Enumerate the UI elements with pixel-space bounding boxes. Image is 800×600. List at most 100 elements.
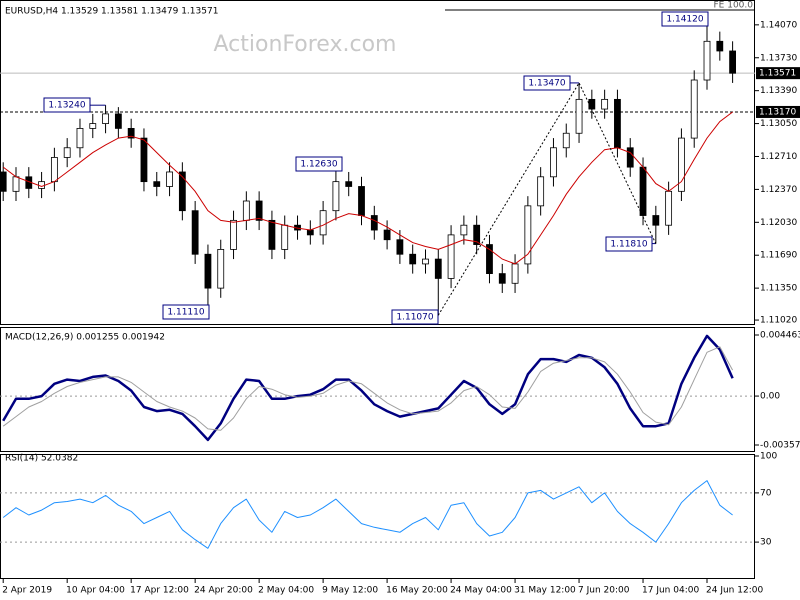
x-tick-label: 7 Jun 20:00 (578, 586, 630, 596)
candle-body (281, 224, 289, 250)
y-tick-label: 70 (760, 488, 772, 498)
candle-body (626, 147, 634, 168)
annotation-box (605, 236, 653, 252)
y-tick-label: 1.12710 (760, 152, 797, 162)
candle-body (38, 181, 45, 189)
x-tick-label: 24 May 04:00 (450, 586, 512, 596)
annotation-label: 1.13470 (528, 79, 565, 89)
candle-body (562, 132, 570, 149)
annotation-box (661, 11, 709, 27)
y-tick-label: 0.004463 (760, 331, 800, 341)
x-tick-label: 10 Apr 04:00 (66, 586, 125, 596)
candle-body (601, 98, 609, 110)
fe-label: FE 100.0 (714, 1, 754, 11)
series-line (2, 334, 734, 442)
annotation-label: 1.11070 (396, 313, 433, 323)
candle-body (358, 186, 365, 216)
y-tick-label: 1.13730 (760, 53, 797, 63)
candle-body (191, 210, 199, 255)
candle-body (614, 98, 621, 149)
annotation-label: 1.12630 (300, 160, 337, 170)
candle-body (50, 157, 58, 183)
candle-body (447, 234, 455, 279)
candle-body (716, 40, 724, 52)
candle-body (665, 190, 673, 226)
candle-body (550, 147, 557, 178)
x-tick-label: 17 Jun 04:00 (642, 586, 699, 596)
panel-title: RSI(14) 52.0382 (5, 454, 78, 464)
candle-body (178, 171, 186, 212)
x-tick-label: 9 May 12:00 (322, 586, 378, 596)
candle-body (76, 128, 84, 149)
series-line (2, 346, 734, 431)
candle-body (678, 137, 685, 192)
candle-body (511, 263, 519, 284)
candle-body (588, 98, 596, 110)
y-tick-label: 1.11020 (760, 316, 797, 326)
candle-body (89, 123, 97, 129)
candle-body (486, 244, 493, 275)
x-tick-label: 24 Jun 12:00 (706, 586, 763, 596)
annotation-box (523, 75, 571, 91)
y-tick-label: 0.00 (760, 392, 780, 402)
candle-body (434, 258, 442, 279)
y-tick-label: 1.11690 (760, 251, 797, 261)
candle-body (690, 79, 698, 139)
x-tick-label: 16 May 20:00 (386, 586, 448, 596)
candle-body (102, 113, 109, 124)
annotation-box (295, 156, 343, 172)
candle-body (166, 171, 173, 187)
y-tick-label: 30 (760, 538, 772, 548)
x-tick-label: 31 May 12:00 (514, 586, 576, 596)
annotation-box (162, 304, 210, 320)
annotation-label: 1.14120 (666, 15, 703, 25)
price-tag-label: 1.13571 (759, 69, 796, 79)
candle-body (703, 40, 711, 81)
y-tick-label: 1.12370 (760, 185, 797, 195)
series-line (2, 480, 733, 549)
watermark: ActionForex.com (214, 32, 397, 57)
candle-body (140, 137, 148, 183)
candle-body (12, 176, 20, 192)
x-tick-label: 17 Apr 12:00 (130, 586, 189, 596)
y-tick-label: 1.13050 (760, 119, 797, 129)
y-tick-label: 1.14070 (760, 20, 797, 30)
annotation-box (43, 97, 91, 113)
y-tick-label: 100 (760, 452, 777, 462)
candle-body (370, 215, 378, 231)
annotation-label: 1.11810 (610, 240, 647, 250)
candle-body (242, 200, 250, 221)
y-tick-label: -0.003576 (760, 441, 800, 451)
candle-body (473, 224, 481, 245)
price-tag (756, 105, 800, 118)
y-tick-label: 1.12030 (760, 218, 797, 228)
candle-body (524, 205, 532, 265)
header: EURUSD,H4 1.13529 1.13581 1.13479 1.1357… (5, 7, 218, 17)
candle-body (383, 229, 391, 241)
x-tick-label: 24 Apr 20:00 (194, 586, 253, 596)
candle-body (204, 253, 212, 289)
rsi-panel (0, 454, 755, 579)
candle-body (319, 210, 327, 236)
candle-body (498, 273, 506, 284)
candle-body (537, 176, 545, 207)
y-tick-label: 1.11350 (760, 284, 797, 294)
candle-body (729, 50, 737, 74)
candle-body (153, 181, 161, 187)
candle-body (345, 181, 353, 187)
price-panel (0, 0, 755, 325)
price-tag (756, 67, 800, 80)
annotation-box (391, 309, 439, 325)
candle-body (396, 239, 404, 255)
candle-body (63, 147, 71, 158)
panel-title: MACD(12,26,9) 0.001255 0.001942 (5, 333, 165, 343)
candle-body (639, 166, 647, 216)
macd-panel (0, 327, 755, 452)
x-tick-label: 2 Apr 2019 (2, 586, 52, 596)
price-tag-label: 1.13170 (759, 107, 796, 117)
candle-body (332, 181, 340, 212)
candle-body (652, 215, 660, 226)
candle-body (306, 229, 314, 236)
